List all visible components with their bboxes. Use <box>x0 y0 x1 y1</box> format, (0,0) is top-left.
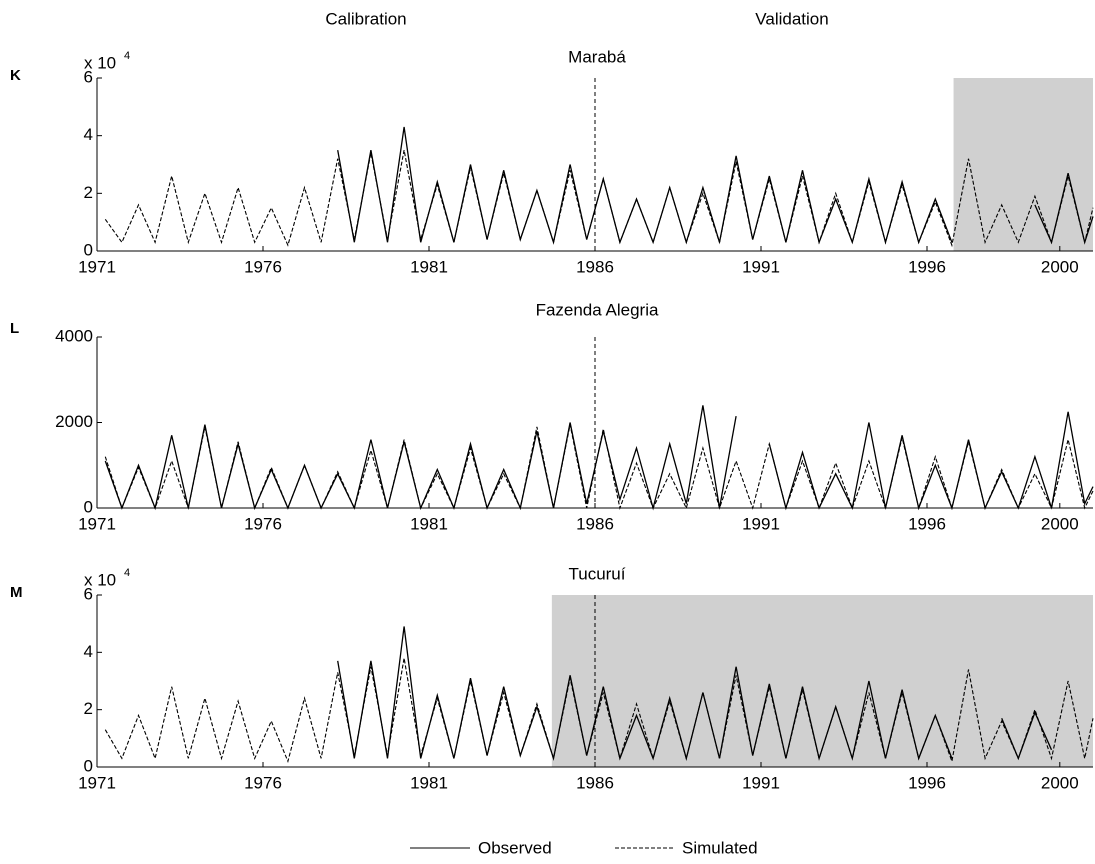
x-tick-label: 1986 <box>576 257 614 276</box>
y-tick-label: 2000 <box>55 412 93 431</box>
y-tick-label: 2 <box>84 699 93 718</box>
x-tick-label: 1981 <box>410 514 448 533</box>
x-tick-label: 1996 <box>908 257 946 276</box>
series-line <box>104 405 1094 511</box>
panel-title: Fazenda Alegria <box>536 300 659 319</box>
x-tick-label: 1971 <box>78 773 116 792</box>
shaded-period <box>953 78 1093 251</box>
x-tick-label: 1976 <box>244 257 282 276</box>
x-tick-label: 1996 <box>908 773 946 792</box>
panel-title: Marabá <box>568 47 626 66</box>
x-tick-label: 1981 <box>410 257 448 276</box>
y-tick-label: 2 <box>84 183 93 202</box>
x-tick-label: 2000 <box>1041 514 1079 533</box>
y-tick-label: 6 <box>84 67 93 86</box>
y-tick-label: 0 <box>84 756 93 775</box>
y-scale-exponent: 4 <box>124 567 130 579</box>
x-tick-label: 1991 <box>742 773 780 792</box>
panel-label: L <box>10 320 19 337</box>
panel-label: K <box>10 67 21 84</box>
series-line <box>104 149 1094 248</box>
series-line <box>104 658 1094 764</box>
y-tick-label: 4 <box>84 642 93 661</box>
y-scale-base: x 10 <box>84 570 116 589</box>
series-line <box>104 424 1094 511</box>
y-tick-label: 4 <box>84 125 93 144</box>
x-tick-label: 1986 <box>576 514 614 533</box>
x-tick-label: 1991 <box>742 257 780 276</box>
y-tick-label: 6 <box>84 584 93 603</box>
shaded-period <box>551 595 1093 767</box>
x-tick-label: 2000 <box>1041 257 1079 276</box>
x-tick-label: 1991 <box>742 514 780 533</box>
y-tick-label: 4000 <box>55 326 93 345</box>
legend-label: Observed <box>478 838 552 857</box>
x-tick-label: 1996 <box>908 514 946 533</box>
panel-label: M <box>10 584 23 601</box>
x-tick-label: 1971 <box>78 514 116 533</box>
legend-label: Simulated <box>682 838 758 857</box>
y-scale-base: x 10 <box>84 53 116 72</box>
x-tick-label: 2000 <box>1041 773 1079 792</box>
header: Calibration <box>325 9 406 28</box>
x-tick-label: 1986 <box>576 773 614 792</box>
y-tick-label: 0 <box>84 240 93 259</box>
x-tick-label: 1981 <box>410 773 448 792</box>
x-tick-label: 1976 <box>244 773 282 792</box>
y-tick-label: 0 <box>84 497 93 516</box>
x-tick-label: 1971 <box>78 257 116 276</box>
y-scale-exponent: 4 <box>124 50 130 62</box>
x-tick-label: 1976 <box>244 514 282 533</box>
header: Validation <box>755 9 828 28</box>
panel-title: Tucuruí <box>568 564 625 583</box>
